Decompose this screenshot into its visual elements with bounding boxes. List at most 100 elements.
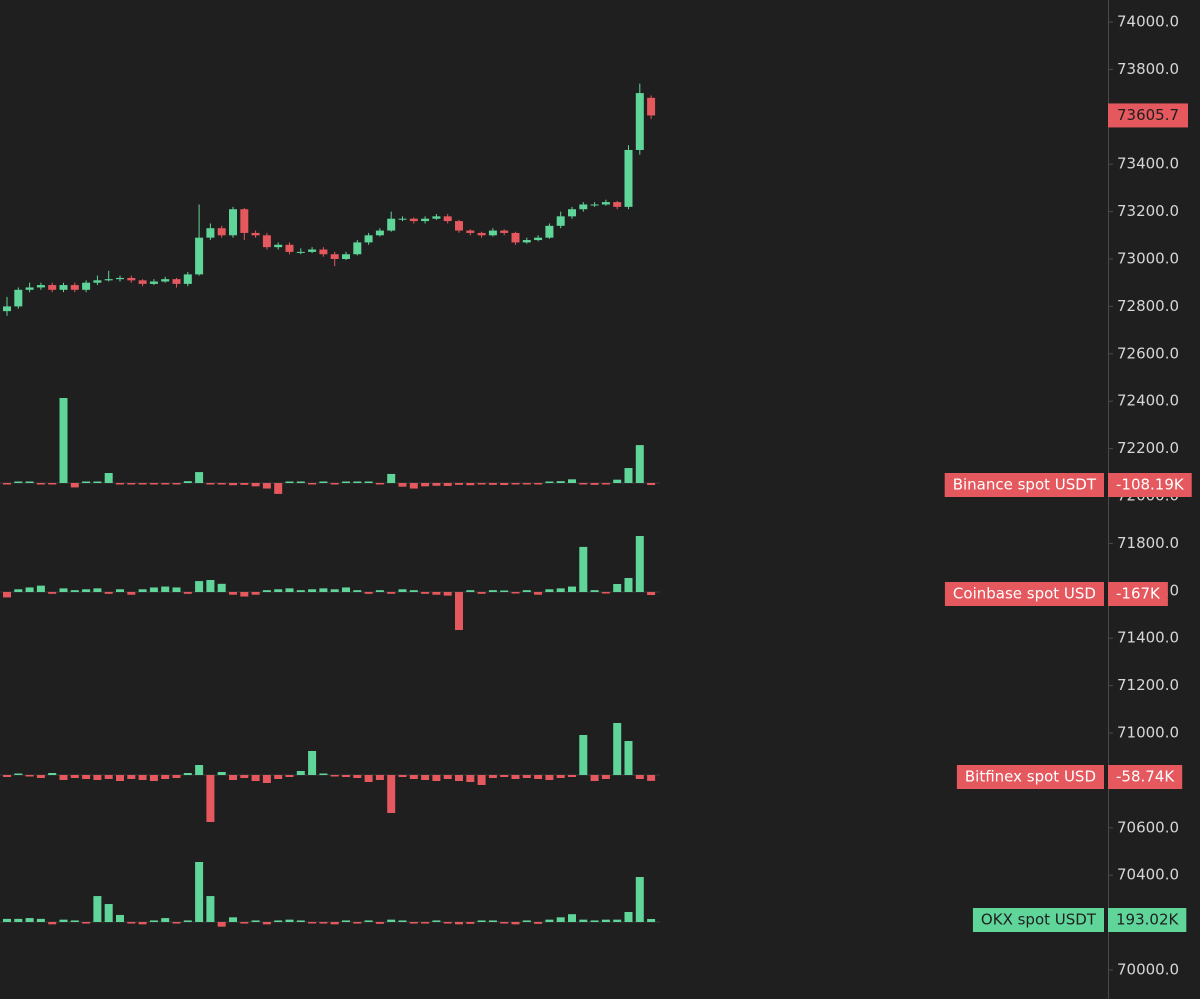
delta-bar — [613, 479, 622, 483]
delta-bar — [104, 473, 113, 483]
candle-body — [240, 209, 249, 233]
candle-body — [466, 230, 475, 233]
candle-body — [375, 230, 384, 236]
candle-body — [443, 216, 452, 222]
delta-bar — [285, 919, 294, 922]
delta-bar — [217, 583, 226, 592]
delta-bar — [579, 483, 588, 485]
candle-body — [511, 232, 520, 243]
delta-bar — [635, 536, 644, 592]
delta-bar — [229, 917, 237, 922]
series-value-box — [1108, 908, 1187, 932]
delta-bar — [14, 773, 23, 775]
delta-bar — [342, 481, 350, 483]
candle-body — [556, 216, 565, 226]
delta-bar — [477, 483, 486, 485]
delta-bar — [522, 920, 531, 922]
candle-body — [127, 277, 136, 281]
delta-bar — [500, 590, 509, 592]
candle-body — [398, 218, 407, 220]
candle-body — [195, 237, 204, 275]
delta-bar — [183, 592, 192, 594]
delta-bar — [308, 922, 317, 924]
delta-bar — [387, 919, 396, 922]
delta-bar — [82, 775, 91, 779]
delta-bar — [319, 922, 328, 924]
candle-body — [36, 285, 45, 288]
delta-bar — [455, 922, 463, 925]
delta-bar — [624, 578, 633, 592]
delta-bar — [613, 723, 622, 775]
y-tick-label: 70400.0 — [1117, 866, 1179, 884]
y-tick-label: 71200.0 — [1117, 676, 1179, 694]
series-name: OKX spot USDT — [981, 911, 1097, 929]
candle-body — [409, 218, 418, 222]
delta-bar — [14, 918, 23, 922]
candle-body — [3, 306, 11, 312]
delta-bar — [635, 877, 644, 922]
delta-bar — [229, 775, 237, 780]
delta-bar — [421, 775, 430, 780]
delta-bar — [161, 586, 170, 592]
y-tick-label: 74000.0 — [1117, 13, 1179, 31]
delta-bar — [364, 481, 373, 483]
delta-bar — [172, 483, 181, 485]
delta-bar — [409, 775, 418, 779]
delta-bar — [25, 587, 34, 592]
delta-bar — [364, 775, 373, 782]
delta-bar — [206, 580, 215, 592]
delta-bar — [262, 590, 271, 592]
delta-bar — [647, 592, 656, 596]
candle-body — [285, 244, 294, 252]
candle-body — [308, 249, 317, 252]
y-tick-label: 73800.0 — [1117, 60, 1179, 78]
candle-body — [183, 274, 192, 284]
series-value-box — [1108, 582, 1168, 606]
delta-bar — [613, 584, 622, 592]
candle-body — [534, 237, 543, 241]
delta-bar — [319, 481, 328, 483]
delta-bar — [296, 920, 305, 922]
delta-bar — [353, 775, 362, 778]
series-value-label: -167K — [1116, 585, 1161, 603]
delta-bar — [330, 589, 339, 592]
delta-bar — [36, 918, 45, 922]
delta-bar — [330, 483, 339, 485]
delta-bar — [601, 483, 610, 485]
delta-bar — [601, 775, 610, 779]
delta-bar — [432, 592, 441, 595]
delta-bar — [545, 589, 554, 592]
delta-bar — [624, 468, 633, 483]
delta-bar — [93, 775, 102, 780]
delta-bar — [206, 483, 215, 485]
delta-bar — [217, 922, 226, 927]
delta-bar — [70, 775, 79, 778]
delta-bar — [3, 918, 11, 922]
candle-body — [647, 97, 656, 116]
candle-body — [262, 235, 271, 248]
delta-bar — [262, 775, 271, 783]
delta-bar — [500, 483, 509, 486]
delta-bar — [488, 920, 497, 922]
delta-bar — [342, 920, 350, 922]
candle-body — [364, 235, 373, 243]
candle-body — [624, 149, 633, 207]
delta-bar — [534, 775, 543, 779]
delta-bar — [59, 919, 68, 922]
last-price-label: 73605.7 — [1117, 106, 1179, 124]
candle-body — [500, 230, 509, 233]
candle-body — [579, 204, 588, 210]
delta-bar — [229, 592, 237, 595]
delta-bar — [138, 775, 147, 780]
candle-body — [432, 216, 441, 219]
delta-bar — [545, 919, 554, 922]
candle-body — [251, 232, 260, 236]
delta-bar — [116, 483, 124, 485]
delta-bar — [601, 592, 610, 594]
delta-bar — [579, 735, 588, 775]
delta-bar — [443, 592, 452, 596]
delta-bar — [104, 592, 113, 594]
delta-bar — [330, 922, 339, 925]
delta-bar — [409, 922, 418, 924]
delta-bar — [138, 589, 147, 592]
